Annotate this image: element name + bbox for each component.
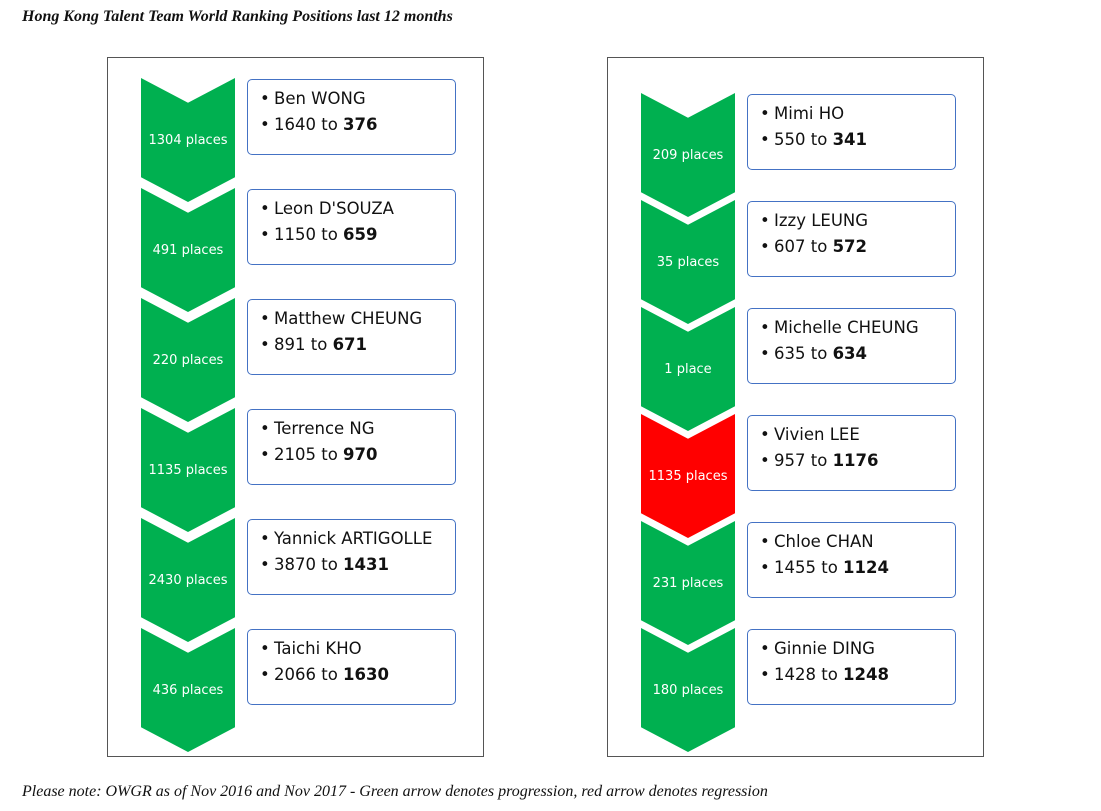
progression-arrow-icon: 1304 places [141, 78, 235, 202]
player-name: • Michelle CHEUNG [760, 318, 919, 337]
player-info-box: • Michelle CHEUNG • 635 to 634 [747, 308, 956, 384]
new-ranking: 1248 [843, 665, 889, 684]
player-info-box: • Leon D'SOUZA • 1150 to 659 [247, 189, 456, 265]
ranking-change: • 3870 to 1431 [260, 555, 389, 574]
progression-arrow-icon: 35 places [641, 200, 735, 324]
new-ranking: 1176 [832, 451, 879, 470]
places-moved-label: 35 places [656, 255, 720, 270]
new-ranking: 634 [832, 344, 868, 363]
player-info-box: • Mimi HO • 550 to 341 [747, 94, 956, 170]
player-name: • Terrence NG [260, 419, 375, 438]
player-entry: 436 places • Taichi KHO • 2066 to 1630 [108, 628, 483, 753]
player-info-box: • Terrence NG • 2105 to 970 [247, 409, 456, 485]
player-entry: 220 places • Matthew CHEUNG • 891 to 671 [108, 298, 483, 423]
player-entry: 35 places • Izzy LEUNG • 607 to 572 [608, 200, 983, 325]
page-title: Hong Kong Talent Team World Ranking Posi… [22, 8, 453, 25]
player-name: • Ginnie DING [760, 639, 875, 658]
progression-arrow-icon: 1135 places [141, 408, 235, 532]
ranking-change: • 2066 to 1630 [260, 665, 389, 684]
player-info-box: • Ben WONG • 1640 to 376 [247, 79, 456, 155]
ranking-change: • 2105 to 970 [260, 445, 378, 464]
player-name: • Taichi KHO [260, 639, 362, 658]
new-ranking: 659 [343, 225, 378, 244]
progression-arrow-icon: 436 places [141, 628, 235, 752]
player-info-box: • Ginnie DING • 1428 to 1248 [747, 629, 956, 705]
player-entry: 1304 places • Ben WONG • 1640 to 376 [108, 78, 483, 203]
progression-arrow-icon: 491 places [141, 188, 235, 312]
places-moved-label: 1 place [664, 362, 712, 377]
places-moved-label: 491 places [152, 243, 224, 258]
regression-arrow-icon: 1135 places [641, 414, 735, 538]
player-name: • Ben WONG [260, 89, 366, 108]
places-moved-label: 1135 places [148, 463, 228, 478]
new-ranking: 1630 [343, 665, 389, 684]
places-moved-label: 1135 places [648, 469, 728, 484]
player-name: • Vivien LEE [760, 425, 860, 444]
places-moved-label: 2430 places [148, 573, 228, 588]
places-moved-label: 231 places [652, 576, 724, 591]
new-ranking: 572 [832, 237, 868, 256]
player-name: • Leon D'SOUZA [260, 199, 394, 218]
player-entry: 1 place • Michelle CHEUNG • 635 to 634 [608, 307, 983, 432]
progression-arrow-icon: 231 places [641, 521, 735, 645]
progression-arrow-icon: 220 places [141, 298, 235, 422]
player-info-box: • Matthew CHEUNG • 891 to 671 [247, 299, 456, 375]
new-ranking: 341 [832, 130, 868, 149]
new-ranking: 1431 [343, 555, 389, 574]
places-moved-label: 436 places [152, 683, 224, 698]
player-entry: 491 places • Leon D'SOUZA • 1150 to 659 [108, 188, 483, 313]
right-ranking-panel: 209 places • Mimi HO • 550 to 341 35 places • I… [607, 57, 984, 757]
ranking-change: • 1455 to 1124 [760, 558, 889, 577]
places-moved-label: 180 places [652, 683, 724, 698]
player-info-box: • Vivien LEE • 957 to 1176 [747, 415, 956, 491]
player-entry: 1135 places • Terrence NG • 2105 to 970 [108, 408, 483, 533]
ranking-change: • 1150 to 659 [260, 225, 378, 244]
new-ranking: 671 [332, 335, 368, 354]
new-ranking: 376 [343, 115, 378, 134]
ranking-change: • 1428 to 1248 [760, 665, 889, 684]
ranking-change: • 635 to 634 [760, 344, 868, 363]
new-ranking: 970 [343, 445, 378, 464]
player-entry: 209 places • Mimi HO • 550 to 341 [608, 93, 983, 218]
progression-arrow-icon: 180 places [641, 628, 735, 752]
player-name: • Matthew CHEUNG [260, 309, 423, 328]
player-entry: 1135 places • Vivien LEE • 957 to 1176 [608, 414, 983, 539]
ranking-change: • 957 to 1176 [760, 451, 879, 470]
footnote: Please note: OWGR as of Nov 2016 and Nov… [22, 783, 768, 800]
player-info-box: • Chloe CHAN • 1455 to 1124 [747, 522, 956, 598]
player-info-box: • Izzy LEUNG • 607 to 572 [747, 201, 956, 277]
player-info-box: • Yannick ARTIGOLLE • 3870 to 1431 [247, 519, 456, 595]
ranking-change: • 891 to 671 [260, 335, 368, 354]
progression-arrow-icon: 2430 places [141, 518, 235, 642]
places-moved-label: 1304 places [148, 133, 228, 148]
ranking-change: • 607 to 572 [760, 237, 868, 256]
player-name: • Izzy LEUNG [760, 211, 869, 230]
player-name: • Yannick ARTIGOLLE [260, 529, 433, 548]
progression-arrow-icon: 209 places [641, 93, 735, 217]
ranking-change: • 550 to 341 [760, 130, 868, 149]
player-name: • Mimi HO [760, 104, 845, 123]
player-name: • Chloe CHAN [760, 532, 874, 551]
new-ranking: 1124 [843, 558, 889, 577]
player-entry: 231 places • Chloe CHAN • 1455 to 1124 [608, 521, 983, 646]
places-moved-label: 220 places [152, 353, 224, 368]
player-entry: 180 places • Ginnie DING • 1428 to 1248 [608, 628, 983, 753]
progression-arrow-icon: 1 place [641, 307, 735, 431]
places-moved-label: 209 places [652, 148, 724, 163]
left-ranking-panel: 1304 places • Ben WONG • 1640 to 376 491 plac… [107, 57, 484, 757]
player-info-box: • Taichi KHO • 2066 to 1630 [247, 629, 456, 705]
ranking-change: • 1640 to 376 [260, 115, 378, 134]
player-entry: 2430 places • Yannick ARTIGOLLE • 3870 to 14… [108, 518, 483, 643]
